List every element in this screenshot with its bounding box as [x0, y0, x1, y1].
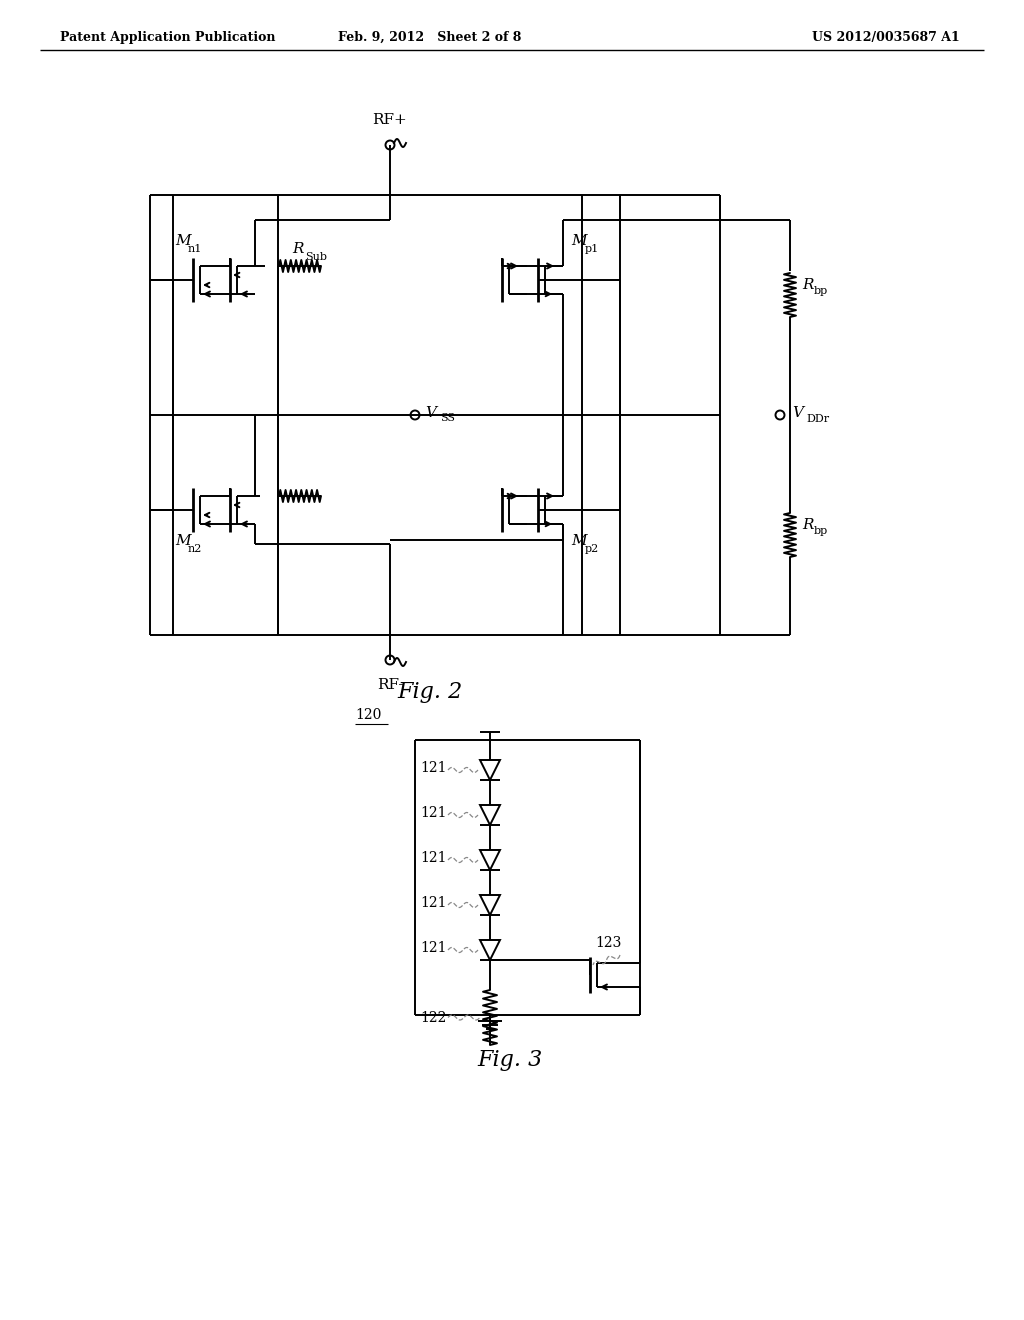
Text: V: V	[792, 407, 803, 420]
Text: M: M	[175, 234, 190, 248]
Text: p1: p1	[585, 244, 599, 253]
Text: 122: 122	[420, 1011, 446, 1024]
Text: n2: n2	[188, 544, 203, 554]
Text: bp: bp	[814, 525, 828, 536]
Text: Feb. 9, 2012   Sheet 2 of 8: Feb. 9, 2012 Sheet 2 of 8	[338, 30, 521, 44]
Text: 121: 121	[420, 807, 446, 820]
Text: Fig. 3: Fig. 3	[477, 1049, 543, 1071]
Text: 121: 121	[420, 896, 446, 909]
Text: R: R	[802, 517, 813, 532]
Text: p2: p2	[585, 544, 599, 554]
Text: M: M	[571, 234, 587, 248]
Text: RF-: RF-	[377, 678, 403, 692]
Text: US 2012/0035687 A1: US 2012/0035687 A1	[812, 30, 961, 44]
Text: 121: 121	[420, 941, 446, 954]
Text: R: R	[802, 279, 813, 292]
Text: M: M	[175, 535, 190, 548]
Text: 121: 121	[420, 851, 446, 865]
Text: Fig. 2: Fig. 2	[397, 681, 463, 704]
Text: Sub: Sub	[305, 252, 327, 261]
Text: R: R	[292, 242, 303, 256]
Text: V: V	[425, 407, 436, 420]
Text: SS: SS	[440, 413, 455, 422]
Text: RF+: RF+	[373, 114, 408, 127]
Text: 121: 121	[420, 762, 446, 775]
Text: Patent Application Publication: Patent Application Publication	[60, 30, 275, 44]
Text: 120: 120	[355, 708, 381, 722]
Text: 123: 123	[595, 936, 622, 950]
Text: M: M	[571, 535, 587, 548]
Text: bp: bp	[814, 286, 828, 296]
Text: DDr: DDr	[806, 414, 829, 424]
Text: n1: n1	[188, 244, 203, 253]
